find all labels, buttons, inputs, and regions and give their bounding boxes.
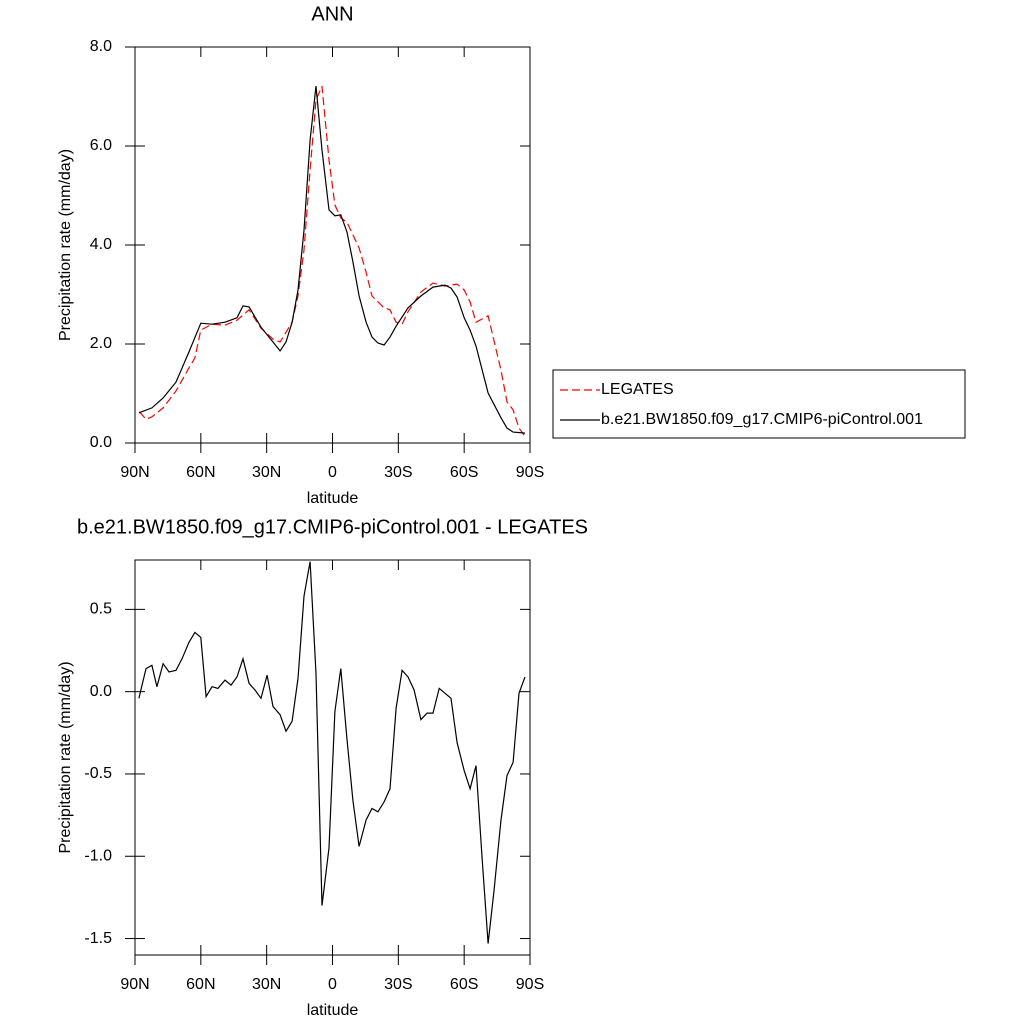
plot-frame	[134, 46, 531, 444]
x-tick-label: 60S	[450, 976, 478, 993]
x-tick-label: 30N	[252, 464, 281, 481]
x-tick-label: 30N	[252, 976, 281, 993]
y-tick-label: 0.0	[90, 434, 112, 451]
y-tick-label: 4.0	[90, 236, 112, 253]
x-tick-label: 90N	[120, 976, 149, 993]
chart-title: b.e21.BW1850.f09_g17.CMIP6-piControl.001…	[77, 516, 588, 538]
x-tick-label: 90N	[120, 464, 149, 481]
y-axis-label: Precipitation rate (mm/day)	[57, 149, 74, 341]
legend-label: LEGATES	[601, 381, 674, 398]
x-tick-label: 90S	[516, 464, 544, 481]
legend-label: b.e21.BW1850.f09_g17.CMIP6-piControl.001	[601, 411, 923, 428]
data-line	[138, 86, 526, 434]
x-tick-label: 30S	[384, 976, 412, 993]
y-tick-label: 8.0	[90, 38, 112, 55]
legend-box	[552, 369, 966, 439]
x-axis-label: latitude	[307, 490, 359, 507]
data-line	[138, 85, 526, 437]
y-tick-label: 0.0	[90, 683, 112, 700]
x-tick-label: 0	[328, 464, 337, 481]
data-line	[138, 561, 526, 944]
x-tick-label: 0	[328, 976, 337, 993]
x-tick-label: 60S	[450, 464, 478, 481]
x-tick-label: 60N	[186, 464, 215, 481]
x-axis-label: latitude	[307, 1002, 359, 1019]
chart-title: ANN	[311, 3, 353, 25]
y-tick-label: -0.5	[84, 765, 112, 782]
y-tick-label: 0.5	[90, 601, 112, 618]
y-tick-label: 6.0	[90, 137, 112, 154]
y-axis-label: Precipitation rate (mm/day)	[57, 661, 74, 853]
y-tick-label: -1.0	[84, 847, 112, 864]
x-tick-label: 30S	[384, 464, 412, 481]
x-tick-label: 90S	[516, 976, 544, 993]
y-tick-label: 2.0	[90, 335, 112, 352]
x-tick-label: 60N	[186, 976, 215, 993]
y-tick-label: -1.5	[84, 930, 112, 947]
